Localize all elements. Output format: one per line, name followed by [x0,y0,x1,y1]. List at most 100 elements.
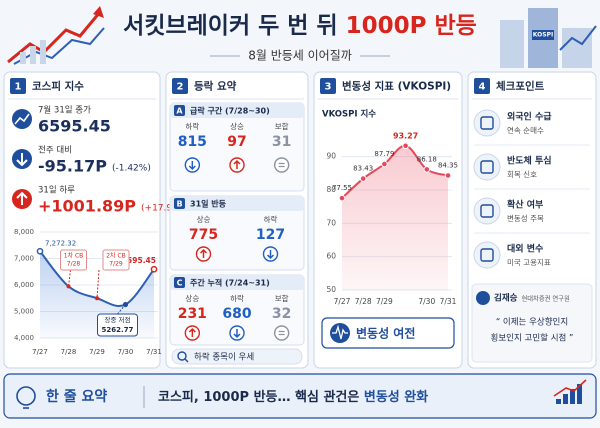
annotation-leader [68,269,71,287]
chart-title: VKOSPI 지수 [322,109,376,120]
item-label: 31일 하루 [38,185,75,196]
y-tick-label: 5,000 [14,308,34,316]
stat-icon-glyph [278,330,285,336]
point [444,172,452,179]
panel-number-box [320,78,336,94]
x-tick-label: 7/31 [440,297,457,306]
y-tick-label: 90 [326,152,336,161]
stat-value: 97 [227,134,246,150]
checkpoint-sub: 변동성 주목 [507,214,544,223]
stat-value: 231 [178,306,207,322]
panel-number-box [10,78,26,94]
summary-bar [3,373,597,419]
x-tick-label: 7/28 [61,348,77,356]
stat-value: 127 [256,227,285,243]
value-label: 83.43 [353,165,373,173]
stat-label: 상승 [197,214,211,224]
y-tick-label: 70 [326,218,336,227]
stat-label: 보합 [275,294,289,303]
point [150,265,158,273]
group-title: 주간 누적 (7/24~31) [190,278,270,288]
header-decor-left [7,6,105,65]
x-tick-label: 7/31 [146,348,162,356]
stat-icon-glyph [233,159,241,169]
annotation-box [102,249,130,271]
subtitle: 8월 반등세 이어질까 [248,49,352,63]
magnifier-handle [184,358,189,363]
panel-title: 등락 요약 [194,80,237,93]
summary-bar-icon [556,399,561,404]
value-label: 6,595.45 [119,256,156,265]
summary-main: 코스피, 1000P 반등… 핵심 관건은 [158,389,364,405]
kospi-sign: KOSPI [533,32,553,39]
panel-number-box [172,78,188,94]
checkpoint-icon-glyph [480,248,494,262]
stat-label: 하락 [230,293,244,303]
item-change: (-1.42%) [112,164,151,174]
stat-label: 하락 [185,121,199,131]
y-tick-label: 4,000 [14,334,34,342]
button [321,317,455,349]
x-tick-label: 7/28 [355,297,372,306]
panel-number-box [474,78,490,94]
summary-highlight: 변동성 완화 [364,389,428,405]
summary-bar-icon [570,389,575,404]
item-icon-glyph [16,153,28,167]
value-label: 77.55 [332,184,352,192]
point [381,160,388,168]
checkpoint-title: 외국인 수급 [507,111,552,123]
quote-affiliation: 현대차증권 연구원 [521,294,570,303]
panel-footer: 하락 종목이 우세 [194,352,254,363]
y-tick-label: 7,000 [14,255,34,263]
point [423,166,431,173]
value-label: 7,272.32 [45,239,76,247]
stat-icon-glyph [233,329,241,339]
x-tick-label: 7/29 [89,348,105,356]
stat-label: 상승 [230,121,244,131]
stat-icon-glyph [199,248,208,258]
avatar [476,291,490,305]
item-label: 전주 대비 [38,145,72,156]
panel-title: 코스피 지수 [32,80,84,93]
panel-number: 4 [479,82,486,93]
panel-number: 2 [177,82,184,93]
summary-bar-icon [563,394,568,404]
checkpoint-icon [473,241,501,269]
point [95,296,99,301]
summary-label: 한 줄 요약 [46,388,107,405]
item-value: -95.17P [38,157,107,176]
group-letter: C [177,279,183,288]
group-header [170,275,304,290]
checkpoint-icon-glyph [480,160,494,174]
point [359,175,367,182]
y-tick-label: 80 [326,185,336,194]
y-tick-label: 50 [326,285,336,294]
panel-title: 체크포인트 [496,80,545,93]
checkpoint-title: 대외 변수 [507,243,543,255]
bulb-icon [16,386,36,406]
group-title: 31일 반등 [190,199,227,209]
quote-line: 횡보인지 고민할 시점 ” [491,333,574,344]
title-main: 서킷브레이커 두 번 뒤 [123,13,337,39]
stat-value: 815 [178,134,207,150]
annotation-date: 7/29 [109,261,123,268]
value-label: 87.79 [374,150,394,158]
group-letter-box [174,277,185,288]
button-label: 변동성 여전 [356,326,415,341]
x-tick-label: 7/30 [118,348,134,356]
low-box [97,313,138,337]
stat-value: 31 [272,134,291,150]
low-label: 장중 저점 [105,315,131,324]
y-tick-label: 6,000 [14,281,34,289]
item-change: (+17.91%) [141,204,190,214]
button-icon-glyph [332,324,348,340]
x-tick-label: 7/29 [376,297,393,306]
item-label: 7월 31일 종가 [38,105,91,116]
item-icon-glyph [16,191,28,205]
stat-icon-glyph [188,161,196,171]
stat-label: 보합 [275,122,289,131]
group-letter: B [176,200,182,209]
x-tick-label: 7/27 [32,348,48,356]
page-title: 서킷브레이커 두 번 뒤 1000P 반등 [123,13,477,39]
quote-box [471,283,593,363]
